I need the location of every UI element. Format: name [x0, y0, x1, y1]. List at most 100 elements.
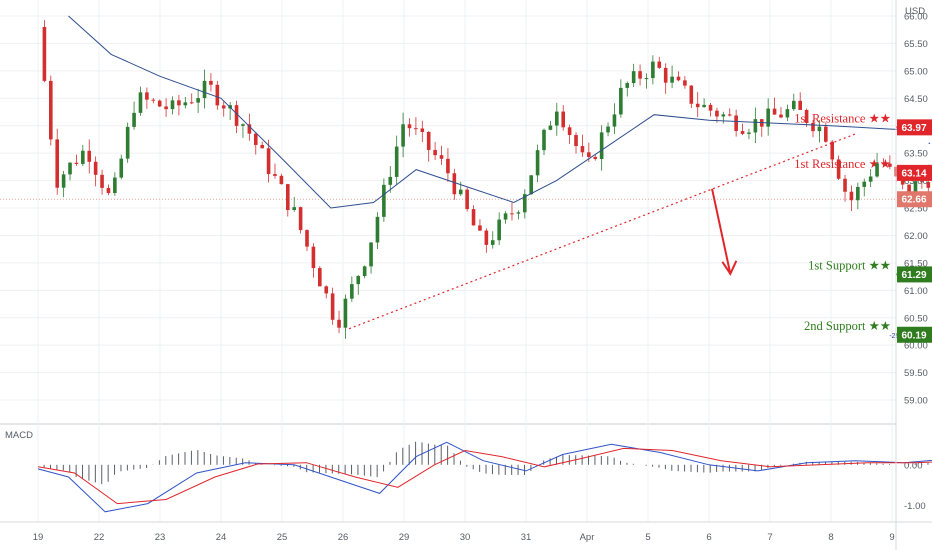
candle-body: [350, 284, 354, 299]
candle-body: [43, 27, 47, 81]
candle-body: [414, 128, 418, 129]
candle-body: [139, 92, 143, 113]
candle-body: [49, 81, 53, 140]
candle-body: [875, 163, 879, 176]
candle-body: [587, 152, 591, 157]
candle-body: [734, 115, 738, 131]
candle-body: [119, 159, 123, 178]
candle-body: [433, 150, 437, 155]
candle-body: [811, 123, 815, 131]
price-axis-ticks: 66.0065.5065.0064.5064.0063.5063.0062.50…: [904, 11, 928, 406]
candle-body: [107, 188, 111, 193]
candle-body: [75, 163, 79, 164]
candle-body: [619, 88, 623, 115]
level-label: 1st Support ★★: [808, 258, 891, 272]
time-tick-label: 31: [521, 532, 532, 543]
candle-body: [856, 187, 860, 200]
candle-body: [638, 71, 642, 78]
candle-body: [446, 159, 450, 173]
candle-body: [158, 101, 162, 107]
candle-body: [715, 111, 719, 117]
candle-body: [709, 105, 713, 111]
candle-body: [254, 134, 258, 145]
candle-body: [529, 175, 533, 194]
candle-body: [606, 127, 610, 133]
candle-body: [299, 207, 303, 230]
candle-body: [81, 151, 85, 164]
candle-body: [401, 124, 405, 146]
candle-body: [344, 299, 348, 328]
candle-body: [376, 217, 380, 243]
candle-body: [151, 100, 155, 101]
candle-body: [171, 100, 175, 109]
candle-body: [260, 145, 264, 148]
candle-body: [683, 80, 687, 85]
candle-body: [331, 293, 335, 319]
candle-body: [805, 110, 809, 123]
price-tag-label: 61.29: [901, 270, 926, 281]
time-tick-label: 29: [399, 532, 410, 543]
candle-body: [625, 83, 629, 88]
macd-label: MACD: [5, 430, 33, 441]
time-tick-label: Apr: [580, 532, 595, 543]
candle-body: [869, 176, 873, 181]
price-tick-label: 65.50: [904, 39, 928, 50]
candle-body: [216, 85, 220, 106]
candle-body: [100, 175, 104, 188]
time-tick-label: 25: [277, 532, 288, 543]
candle-body: [177, 100, 181, 105]
candle-body: [818, 127, 822, 132]
candle-body: [773, 109, 777, 115]
candle-body: [145, 92, 149, 99]
candle-body: [862, 182, 866, 187]
candle-body: [830, 142, 834, 160]
candle-body: [87, 151, 91, 162]
time-tick-label: 9: [889, 532, 894, 543]
candle-body: [190, 102, 194, 103]
candle-body: [184, 102, 188, 105]
candle-body: [613, 114, 617, 126]
candle-body: [779, 115, 783, 118]
candle-body: [356, 276, 360, 284]
candle-body: [517, 212, 521, 213]
candle-body: [132, 113, 136, 127]
candle-body: [561, 112, 565, 128]
time-tick-label: 30: [460, 532, 471, 543]
candle-body: [427, 132, 431, 150]
candle-body: [209, 81, 213, 85]
candle-body: [754, 119, 758, 132]
candle-body: [593, 157, 597, 159]
candle-body: [536, 150, 540, 175]
candle-body: [485, 231, 489, 245]
candle-body: [645, 78, 649, 79]
time-tick-label: 26: [338, 532, 349, 543]
candle-body: [504, 213, 508, 219]
candle-body: [888, 164, 892, 167]
candle-body: [196, 98, 200, 102]
time-tick-label: 24: [216, 532, 227, 543]
time-tick-label: 7: [767, 532, 772, 543]
candle-body: [555, 112, 559, 126]
time-tick-label: 6: [706, 532, 711, 543]
candle-body: [337, 320, 341, 328]
candle-body: [324, 286, 328, 293]
candle-body: [651, 62, 655, 79]
candle-body: [363, 266, 367, 276]
time-tick-label: 8: [828, 532, 833, 543]
price-tag-label: 62.66: [901, 195, 926, 206]
candle-body: [267, 148, 271, 174]
time-tick-label: 5: [645, 532, 650, 543]
price-tick-label: 66.00: [904, 11, 928, 22]
candle-body: [664, 68, 668, 83]
candle-body: [882, 163, 886, 164]
candle-body: [798, 101, 802, 110]
price-tick-label: 59.50: [904, 368, 928, 379]
candle-body: [55, 139, 59, 187]
candle-body: [542, 130, 546, 150]
candle-body: [395, 147, 399, 177]
candle-body: [273, 174, 277, 176]
candle-body: [478, 225, 482, 230]
candle-body: [68, 163, 72, 175]
candle-body: [369, 243, 373, 267]
